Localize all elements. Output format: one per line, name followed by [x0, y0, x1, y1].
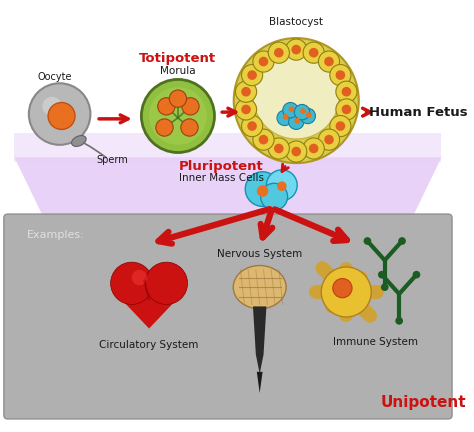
- Circle shape: [42, 97, 62, 116]
- Circle shape: [330, 115, 351, 137]
- Circle shape: [398, 237, 406, 245]
- Text: Human Fetus: Human Fetus: [369, 105, 468, 119]
- Circle shape: [289, 106, 294, 112]
- Circle shape: [324, 135, 334, 144]
- Circle shape: [364, 237, 371, 245]
- Circle shape: [342, 87, 351, 96]
- Text: Circulatory System: Circulatory System: [100, 340, 199, 350]
- Circle shape: [336, 70, 345, 80]
- Circle shape: [110, 262, 153, 305]
- Circle shape: [395, 317, 403, 325]
- Circle shape: [29, 83, 91, 145]
- Circle shape: [319, 129, 339, 150]
- Circle shape: [141, 79, 215, 152]
- Text: Sperm: Sperm: [96, 155, 128, 165]
- Text: Morula: Morula: [160, 66, 196, 76]
- Circle shape: [145, 262, 188, 305]
- Circle shape: [48, 102, 75, 130]
- Text: Nervous System: Nervous System: [217, 248, 302, 258]
- Circle shape: [309, 144, 319, 153]
- Circle shape: [319, 51, 339, 72]
- Circle shape: [247, 121, 257, 131]
- Circle shape: [336, 121, 345, 131]
- Text: Totipotent: Totipotent: [139, 52, 217, 65]
- Polygon shape: [112, 290, 186, 328]
- Polygon shape: [257, 372, 263, 393]
- Ellipse shape: [72, 136, 86, 146]
- Circle shape: [324, 57, 334, 67]
- Circle shape: [336, 81, 357, 102]
- Text: Examples:: Examples:: [27, 230, 85, 240]
- Text: Immune System: Immune System: [333, 337, 418, 347]
- Circle shape: [289, 114, 304, 130]
- Circle shape: [286, 141, 307, 162]
- Circle shape: [342, 105, 351, 114]
- Circle shape: [132, 270, 147, 285]
- Circle shape: [266, 170, 297, 200]
- Polygon shape: [0, 8, 456, 229]
- Circle shape: [274, 144, 283, 153]
- Text: Oocyte: Oocyte: [37, 73, 72, 83]
- Polygon shape: [14, 157, 441, 215]
- Circle shape: [413, 271, 420, 279]
- Circle shape: [303, 42, 324, 63]
- Ellipse shape: [233, 266, 286, 309]
- Circle shape: [321, 267, 371, 317]
- Circle shape: [330, 64, 351, 86]
- Circle shape: [292, 147, 301, 156]
- FancyBboxPatch shape: [4, 214, 452, 419]
- Circle shape: [253, 53, 339, 139]
- Circle shape: [333, 279, 352, 298]
- Polygon shape: [14, 133, 441, 162]
- Circle shape: [306, 112, 311, 118]
- Circle shape: [277, 181, 287, 191]
- Circle shape: [292, 45, 301, 54]
- Circle shape: [257, 185, 268, 197]
- Circle shape: [294, 118, 300, 124]
- Circle shape: [274, 48, 283, 57]
- Text: Pluripotent: Pluripotent: [179, 160, 264, 173]
- Circle shape: [277, 110, 292, 126]
- Circle shape: [242, 115, 263, 137]
- Circle shape: [303, 138, 324, 159]
- Circle shape: [169, 90, 187, 107]
- Circle shape: [259, 135, 268, 144]
- Text: Inner Mass Cells: Inner Mass Cells: [179, 174, 264, 184]
- Circle shape: [300, 108, 306, 114]
- Circle shape: [283, 114, 289, 120]
- Circle shape: [336, 99, 357, 120]
- Circle shape: [300, 108, 316, 124]
- Circle shape: [286, 39, 307, 60]
- Circle shape: [149, 87, 207, 145]
- Circle shape: [236, 99, 256, 120]
- Circle shape: [309, 48, 319, 57]
- Circle shape: [156, 119, 173, 136]
- Circle shape: [247, 70, 257, 80]
- Circle shape: [241, 105, 251, 114]
- Circle shape: [242, 64, 263, 86]
- Circle shape: [381, 283, 389, 291]
- Circle shape: [253, 129, 274, 150]
- Text: Unipotent: Unipotent: [381, 395, 466, 410]
- Circle shape: [378, 271, 386, 279]
- Circle shape: [245, 172, 280, 206]
- Circle shape: [268, 42, 290, 63]
- Circle shape: [259, 57, 268, 67]
- Circle shape: [261, 183, 288, 210]
- Circle shape: [158, 98, 175, 115]
- Circle shape: [181, 119, 198, 136]
- Circle shape: [268, 138, 290, 159]
- Polygon shape: [253, 306, 266, 374]
- Text: Blastocyst: Blastocyst: [269, 17, 323, 27]
- Circle shape: [283, 102, 298, 118]
- Circle shape: [241, 87, 251, 96]
- Circle shape: [182, 98, 199, 115]
- Circle shape: [234, 38, 359, 163]
- Circle shape: [236, 81, 256, 102]
- Circle shape: [294, 105, 310, 120]
- Circle shape: [253, 51, 274, 72]
